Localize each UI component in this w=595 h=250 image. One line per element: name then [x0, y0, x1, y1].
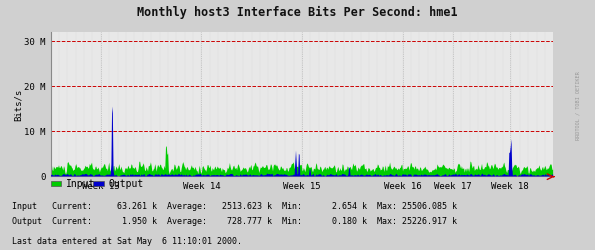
Text: Output  Current:      1.950 k  Average:    728.777 k  Min:      0.180 k  Max: 25: Output Current: 1.950 k Average: 728.777…	[12, 216, 457, 225]
Text: Monthly host3 Interface Bits Per Second: hme1: Monthly host3 Interface Bits Per Second:…	[137, 6, 458, 19]
Text: RRDTOOL / TOBI OETIKER: RRDTOOL / TOBI OETIKER	[576, 71, 581, 139]
Text: Last data entered at Sat May  6 11:10:01 2000.: Last data entered at Sat May 6 11:10:01 …	[12, 236, 242, 245]
Text: Input: Input	[66, 179, 95, 189]
Text: Output: Output	[108, 179, 143, 189]
Y-axis label: Bits/s: Bits/s	[14, 88, 23, 120]
Text: Input   Current:     63.261 k  Average:   2513.623 k  Min:      2.654 k  Max: 25: Input Current: 63.261 k Average: 2513.62…	[12, 201, 457, 210]
